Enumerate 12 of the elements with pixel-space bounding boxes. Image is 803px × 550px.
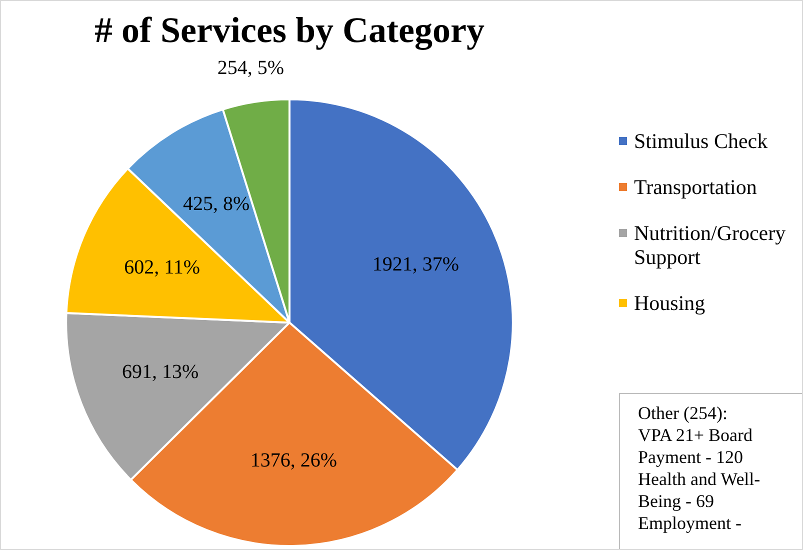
data-label: 602, 11%	[124, 256, 200, 279]
legend-label: Housing	[634, 291, 706, 315]
data-label: 1376, 26%	[250, 449, 338, 472]
data-label: 691, 13%	[122, 360, 199, 383]
data-label: 1921, 37%	[372, 254, 459, 276]
legend-label: Nutrition/Grocery Support	[634, 221, 787, 269]
text: Other (254): VPA 21+ Board Payment - 120 Health and Well-Being - 69 Employment -	[619, 393, 803, 550]
data-label: 254, 5%	[217, 56, 284, 79]
chart-title: # of Services by Category	[94, 10, 484, 50]
legend-label: Transportation	[634, 175, 757, 199]
data-label: 425, 8%	[183, 193, 250, 216]
legend-label: Stimulus Check	[634, 129, 768, 153]
